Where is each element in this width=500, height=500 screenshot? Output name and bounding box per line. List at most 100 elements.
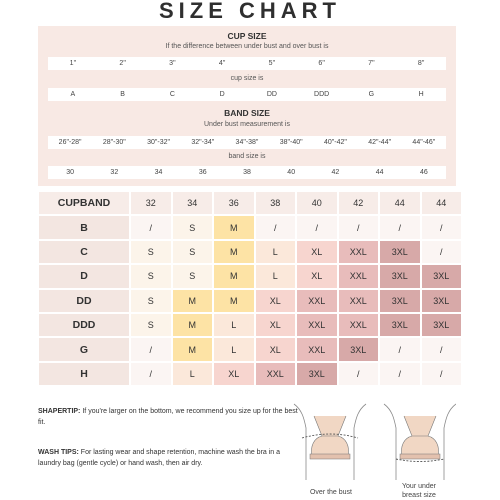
cup-result-label: cup size is	[230, 75, 264, 82]
size-cell: L	[255, 265, 295, 288]
under-bust-caption-line2: breast size	[402, 492, 436, 499]
size-cell: XXL	[338, 265, 378, 288]
measurement-figures: Over the bust Your under breast size	[286, 402, 457, 500]
row-cup-label: G	[39, 338, 129, 361]
row-cup-label: C	[39, 240, 129, 264]
band-range: 38"-40"	[279, 139, 303, 146]
size-cell: /	[131, 362, 171, 386]
size-cell: M	[214, 216, 254, 239]
cup-diff: 7"	[368, 60, 375, 67]
size-cell: 3XL	[380, 313, 420, 337]
size-cell: 3XL	[421, 313, 461, 337]
size-cell: 3XL	[338, 338, 378, 361]
column-header: 44	[380, 192, 420, 215]
size-cell: 3XL	[297, 362, 337, 386]
wash-tip-text: For lasting wear and shape retention, ma…	[38, 449, 281, 467]
column-header: 44	[421, 192, 461, 215]
size-cell: L	[214, 313, 254, 337]
cup-letter: B	[120, 91, 125, 98]
size-cell: /	[131, 338, 171, 361]
cup-diff: 8"	[417, 60, 425, 67]
table-header-row: CUPBAND 32 34 36 38 40 42 44 44	[38, 191, 461, 215]
column-header: 34	[172, 192, 212, 215]
band-size-note: Under bust measurement is	[204, 121, 290, 128]
size-cell: /	[421, 362, 461, 386]
column-header: 36	[214, 192, 254, 215]
band-number: 30	[66, 169, 74, 176]
band-number: 32	[110, 169, 119, 176]
wash-tip: WASH TIPS: For lasting wear and shape re…	[38, 447, 300, 469]
size-cell: /	[297, 216, 337, 239]
cup-letter: A	[70, 91, 76, 98]
band-range: 34"-38"	[235, 139, 259, 146]
band-result-label: band size is	[228, 153, 266, 160]
size-cell: L	[214, 338, 254, 361]
band-number: 44	[375, 169, 384, 176]
column-header: 40	[297, 192, 337, 215]
band-range: 26"-28"	[58, 139, 82, 146]
size-table: CUPBAND 32 34 36 38 40 42 44 44 B / S M / / / /…	[38, 191, 461, 386]
size-cell: M	[172, 313, 212, 337]
column-header: 32	[131, 192, 171, 215]
cup-diff: 3"	[169, 60, 176, 67]
size-cell: XXL	[297, 289, 337, 312]
size-cell: 3XL	[421, 289, 461, 312]
band-number: 46	[419, 169, 428, 176]
size-cell: 3XL	[380, 265, 420, 288]
size-guide-panel: CUP SIZE If the difference between under…	[38, 26, 456, 186]
size-cell: /	[421, 240, 461, 264]
band-range: 42"-44"	[368, 139, 392, 146]
size-cell: M	[214, 265, 254, 288]
size-cell: M	[172, 289, 212, 312]
cup-size-note: If the difference between under bust and…	[165, 43, 329, 50]
row-cup-label: DDD	[39, 313, 129, 337]
size-cell: /	[380, 216, 420, 239]
table-row: D S S M L XL XXL 3XL 3XL	[38, 264, 461, 288]
size-cell: /	[338, 216, 378, 239]
size-cell: XL	[214, 362, 254, 386]
table-row: H / L XL XXL 3XL / / /	[38, 362, 461, 386]
size-cell: /	[421, 216, 461, 239]
size-cell: S	[131, 240, 171, 264]
over-bust-caption: Over the bust	[309, 489, 353, 496]
band-range: 40"-42"	[323, 139, 347, 146]
table-corner: CUPBAND	[39, 192, 129, 215]
size-cell: /	[380, 338, 420, 361]
cup-diff: 2"	[119, 60, 126, 67]
size-cell: XL	[255, 289, 295, 312]
band-number: 40	[287, 169, 296, 176]
row-cup-label: H	[39, 362, 129, 386]
size-cell: S	[172, 216, 212, 239]
under-bust-figure	[383, 403, 457, 480]
size-cell: XXL	[338, 289, 378, 312]
cup-diff: 5"	[268, 60, 276, 67]
size-cell: XL	[255, 313, 295, 337]
band-size-heading: BAND SIZE	[224, 108, 270, 118]
size-cell: L	[255, 240, 295, 264]
cup-letter: DD	[266, 91, 277, 98]
cup-diff: 4"	[218, 60, 226, 67]
size-cell: 3XL	[421, 265, 461, 288]
band-range-strip: 26"-28" 28"-30" 30"-32" 32"-34" 34"-38" …	[48, 136, 446, 149]
size-cell: S	[131, 265, 171, 288]
row-cup-label: B	[39, 216, 129, 239]
size-cell: 3XL	[380, 240, 420, 264]
cup-letter: D	[219, 91, 225, 98]
cup-diff: 1"	[69, 60, 77, 67]
band-number-strip: 30 32 34 36 38 40 42 44 46	[48, 166, 446, 179]
cup-letter: C	[169, 91, 175, 98]
size-cell: /	[255, 216, 295, 239]
size-cell: M	[214, 240, 254, 264]
column-header: 38	[255, 192, 295, 215]
band-range: 30"-32"	[147, 139, 170, 146]
row-cup-label: DD	[39, 289, 129, 312]
shaper-tip-text: If you're larger on the bottom, we recom…	[38, 408, 298, 426]
size-cell: M	[172, 338, 212, 361]
size-cell: S	[172, 240, 212, 264]
table-row: B / S M / / / / /	[38, 215, 461, 239]
size-cell: /	[421, 338, 461, 361]
bust-measure-illustration	[293, 403, 457, 480]
table-row: DDD S M L XL XXL XXL 3XL 3XL	[38, 313, 461, 337]
column-header: 42	[338, 192, 378, 215]
cup-letter-strip: A B C D DD DDD G H	[48, 88, 446, 101]
